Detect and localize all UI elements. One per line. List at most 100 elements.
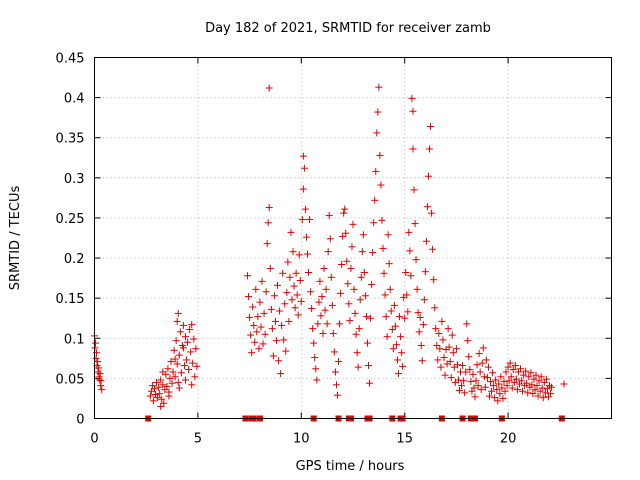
data-point [327,273,335,281]
data-point [497,373,505,381]
data-point [473,361,481,369]
data-point [291,304,299,312]
data-point [444,325,452,333]
data-point [408,94,416,102]
data-point [445,343,453,351]
tick-labels: 0 0.05 0.1 0.15 0.2 0.25 0.3 0.35 0.4 0.45 0 5 10 15 2… [56,52,517,447]
data-point [157,376,165,384]
data-point [268,325,276,333]
data-point [271,317,279,325]
data-point [366,379,374,387]
data-point [173,317,181,325]
data-point [306,216,314,224]
data-point [465,353,473,361]
data-point [282,347,290,355]
data-point [401,314,409,322]
data-point [397,333,405,341]
data-point [267,305,275,313]
x-tick-label: 20 [500,432,517,447]
data-point [264,219,272,227]
data-point [269,352,277,360]
data-point [278,321,286,329]
data-point [279,269,287,277]
data-point [333,391,341,399]
data-point [417,341,425,349]
data-point [406,247,414,255]
data-point [418,357,426,365]
y-tick-label: 0.15 [56,292,85,307]
data-point [385,260,393,268]
data-point [297,297,305,305]
data-point [471,393,479,401]
data-point [298,216,306,224]
data-point [95,373,103,381]
data-point [352,330,360,338]
data-point [362,313,370,321]
data-point [402,268,410,276]
data-point [537,373,545,381]
data-point [337,289,345,297]
data-point [478,359,486,367]
data-point [517,365,525,373]
data-point [405,228,413,236]
data-point [283,289,291,297]
data-point [180,362,188,370]
data-point [448,331,456,339]
data-point [315,298,323,306]
data-point [168,379,176,387]
data-point [261,330,269,338]
data-point [270,292,278,300]
data-point [370,219,378,227]
data-point [281,300,289,308]
data-point [430,276,438,284]
data-point [253,328,261,336]
data-point [436,345,444,353]
grid [94,57,612,419]
data-point [302,233,310,241]
data-point [193,362,201,370]
data-point [508,384,516,392]
data-point [340,209,348,217]
data-point [157,402,165,410]
data-point [496,390,504,398]
data-point [299,152,307,160]
data-point [325,212,333,220]
data-point [170,346,178,354]
data-point [399,362,407,370]
data-point [257,323,265,331]
data-point [262,288,270,296]
data-point [349,220,357,228]
data-point [356,296,364,304]
data-point [159,368,167,376]
data-point [179,321,187,329]
data-point [317,312,325,320]
data-point [541,389,549,397]
data-point [447,374,455,382]
data-point [507,373,515,381]
data-point [358,248,366,256]
data-point [355,325,363,333]
chart-title: Day 182 of 2021, SRMTID for receiver zam… [205,21,491,36]
data-point [499,394,507,402]
data-point [260,309,268,317]
data-point [456,386,464,394]
data-point [377,181,385,189]
data-point [446,358,454,366]
data-point [331,368,339,376]
data-point [256,298,264,306]
data-point [470,384,478,392]
data-point [548,383,556,391]
data-point [300,164,308,172]
data-point [276,307,284,315]
data-point [329,329,337,337]
data-point [423,203,431,211]
data-point [396,313,404,321]
x-axis-title: GPS time / hours [296,459,405,474]
data-point [344,280,352,288]
data-point [305,268,313,276]
data-point [513,386,521,394]
data-point [424,172,432,180]
data-point [428,209,436,217]
data-point [475,350,483,358]
data-point [313,376,321,384]
